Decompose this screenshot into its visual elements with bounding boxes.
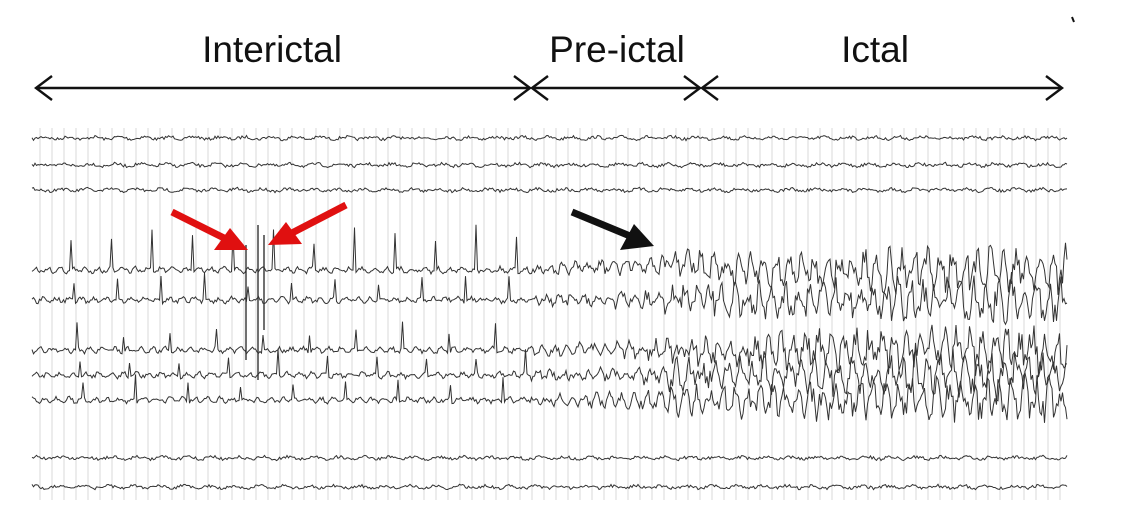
eeg-channel-trace [31, 371, 1068, 423]
eeg-traces [31, 134, 1068, 491]
phase-label-ictal: Ictal [841, 29, 909, 70]
eeg-channel-trace [31, 134, 1068, 142]
eeg-channel-trace [31, 483, 1068, 491]
range-arrow-preictal [530, 75, 702, 101]
seizure-onset-arrow [570, 208, 654, 250]
corner-mark [1071, 16, 1075, 23]
eeg-channel-trace [31, 454, 1068, 462]
spike-arrow-left [170, 208, 248, 250]
spike-arrow-right [268, 201, 348, 245]
eeg-channel-trace [31, 161, 1068, 169]
eeg-channel-trace [31, 348, 1068, 402]
eeg-channel-trace [31, 186, 1068, 194]
eeg-channel-trace [31, 271, 1068, 326]
phase-label-preictal: Pre-ictal [549, 29, 685, 70]
eeg-channel-trace [31, 224, 1068, 295]
range-arrow-ictal [700, 75, 1064, 101]
range-arrow-interictal [34, 75, 532, 101]
eeg-channel-trace [31, 321, 1068, 378]
phase-label-interictal: Interictal [202, 29, 342, 70]
